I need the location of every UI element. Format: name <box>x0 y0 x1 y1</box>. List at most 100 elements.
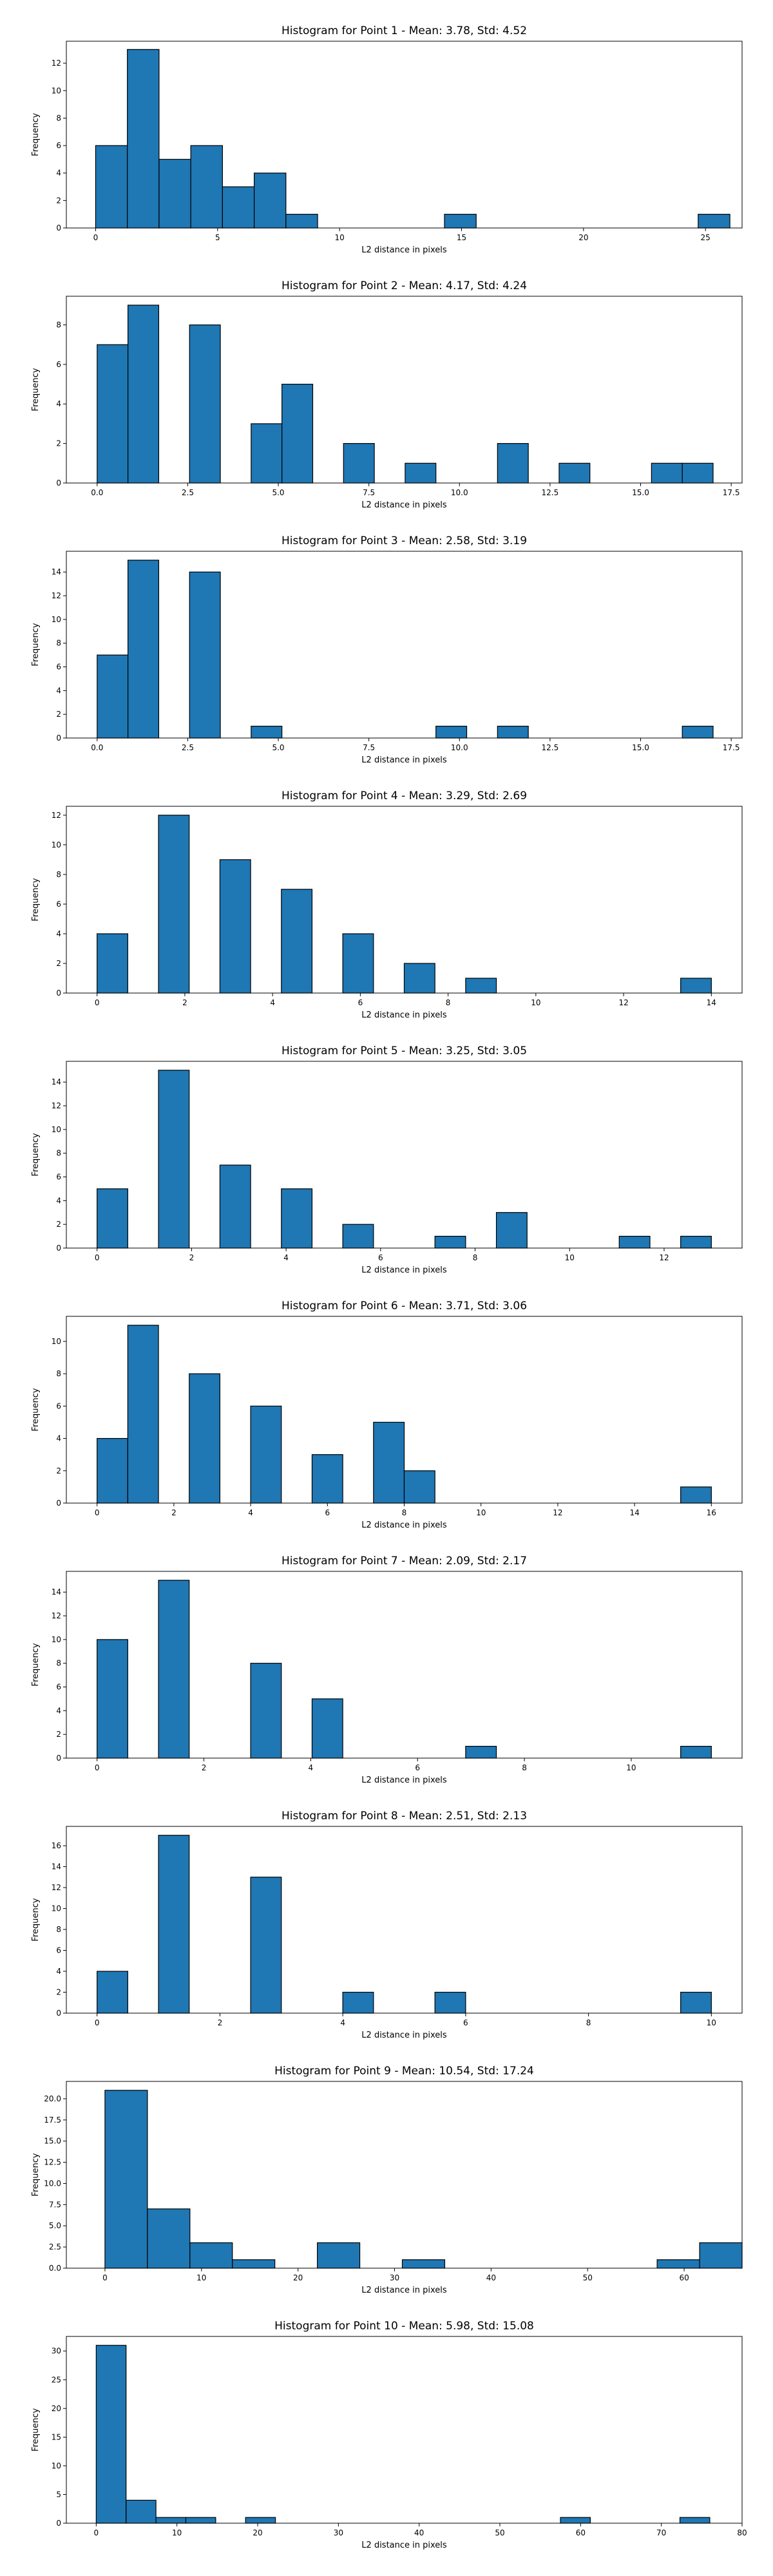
histogram-bar <box>250 1663 282 1759</box>
y-tick-label: 6 <box>56 900 61 909</box>
histogram-bar <box>343 443 375 484</box>
histogram-bar <box>311 1454 343 1504</box>
x-tick-label: 4 <box>340 2018 345 2027</box>
y-tick-label: 14 <box>52 1077 61 1086</box>
x-tick-label: 10.0 <box>451 488 468 497</box>
x-tick-label: 80 <box>737 2528 747 2537</box>
histogram-bar <box>656 2259 700 2269</box>
y-tick-label: 0 <box>56 2009 61 2018</box>
histogram-bar <box>401 2259 446 2269</box>
y-tick-label: 8 <box>56 1149 61 1158</box>
x-tick-label: 60 <box>679 2273 689 2282</box>
y-tick-label: 2 <box>56 439 61 448</box>
x-tick-label: 6 <box>358 998 363 1007</box>
x-axis-label: L2 distance in pixels <box>361 245 447 255</box>
x-tick-label: 20 <box>253 2528 262 2537</box>
x-axis-label: L2 distance in pixels <box>361 1520 447 1530</box>
chart-title: Histogram for Point 3 - Mean: 2.58, Std:… <box>282 535 527 547</box>
histogram-bar <box>158 158 191 229</box>
histogram-bar <box>222 186 255 229</box>
histogram-panel-5: Histogram for Point 5 - Mean: 3.25, Std:… <box>31 1045 743 1275</box>
y-tick-label: 12 <box>52 1611 61 1620</box>
x-tick-label: 0.0 <box>91 743 103 752</box>
y-tick-label: 0.0 <box>49 2264 61 2273</box>
plot-frame <box>66 1826 743 2014</box>
chart-title: Histogram for Point 4 - Mean: 3.29, Std:… <box>282 790 527 802</box>
x-tick-label: 0 <box>95 2018 100 2027</box>
histogram-panel-10: Histogram for Point 10 - Mean: 5.98, Std… <box>31 2320 747 2550</box>
x-tick-label: 5.0 <box>272 743 284 752</box>
x-tick-label: 0 <box>102 2273 108 2282</box>
y-tick-label: 10 <box>52 840 61 849</box>
histogram-bar <box>189 324 221 484</box>
x-tick-label: 6 <box>325 1508 330 1517</box>
x-tick-label: 10 <box>707 2018 716 2027</box>
y-tick-label: 4 <box>56 1967 61 1976</box>
histogram-panel-6: Histogram for Point 6 - Mean: 3.71, Std:… <box>31 1300 743 1530</box>
histogram-panel-4: Histogram for Point 4 - Mean: 3.29, Std:… <box>31 790 743 1020</box>
histogram-bar <box>434 1235 466 1249</box>
plot-frame <box>66 2336 743 2524</box>
histogram-bar <box>679 2517 711 2524</box>
y-tick-label: 4 <box>56 1434 61 1443</box>
histogram-bar <box>682 725 714 739</box>
histogram-bar <box>95 2345 127 2524</box>
x-tick-label: 60 <box>576 2528 586 2537</box>
histogram-bar <box>618 1235 651 1249</box>
x-tick-label: 2 <box>171 1508 177 1517</box>
x-tick-label: 4 <box>270 998 275 1007</box>
histogram-bar <box>651 462 683 484</box>
x-tick-label: 0 <box>93 233 99 242</box>
histogram-bar <box>128 560 160 739</box>
x-tick-label: 10 <box>335 233 345 242</box>
x-tick-label: 5 <box>215 233 220 242</box>
y-tick-label: 2 <box>56 1466 61 1475</box>
histogram-bar <box>97 933 128 994</box>
y-tick-label: 12 <box>52 1101 61 1110</box>
y-tick-label: 8 <box>56 1659 61 1668</box>
x-tick-label: 2 <box>218 2018 223 2027</box>
histogram-bar <box>680 1745 712 1759</box>
x-tick-label: 10 <box>626 1763 636 1772</box>
histogram-bar <box>219 1164 251 1249</box>
y-tick-label: 8 <box>56 1369 61 1378</box>
y-tick-label: 6 <box>56 1401 61 1410</box>
y-axis-label: Frequency <box>31 878 41 921</box>
y-tick-label: 2 <box>56 1730 61 1739</box>
histogram-bar <box>190 145 223 229</box>
x-tick-label: 5.0 <box>272 488 284 497</box>
x-tick-label: 20 <box>293 2273 303 2282</box>
x-tick-label: 4 <box>309 1763 314 1772</box>
histogram-bar <box>95 145 128 229</box>
x-tick-label: 8 <box>586 2018 591 2027</box>
y-tick-label: 20 <box>52 2404 61 2413</box>
y-tick-label: 6 <box>56 360 61 369</box>
x-tick-label: 12 <box>618 998 628 1007</box>
y-tick-label: 12.5 <box>44 2158 61 2167</box>
chart-title: Histogram for Point 10 - Mean: 5.98, Std… <box>274 2320 534 2333</box>
x-tick-label: 50 <box>583 2273 593 2282</box>
y-tick-label: 20.0 <box>44 2094 61 2103</box>
y-tick-label: 4 <box>56 929 61 938</box>
x-tick-label: 10 <box>565 1253 575 1262</box>
x-tick-label: 0 <box>95 1253 100 1262</box>
histogram-bar <box>403 1470 435 1504</box>
y-tick-label: 2 <box>56 1220 61 1229</box>
chart-title: Histogram for Point 2 - Mean: 4.17, Std:… <box>282 279 527 292</box>
histogram-bar <box>444 214 477 229</box>
x-tick-label: 30 <box>390 2273 399 2282</box>
y-tick-label: 0 <box>56 478 61 488</box>
y-tick-label: 8 <box>56 320 61 329</box>
x-tick-label: 40 <box>486 2273 496 2282</box>
histogram-bar <box>282 383 314 484</box>
histogram-bar <box>97 1188 128 1249</box>
histogram-bar <box>232 2259 276 2269</box>
histogram-bar <box>497 443 529 484</box>
plot-frame <box>66 1061 743 1249</box>
chart-title: Histogram for Point 5 - Mean: 3.25, Std:… <box>282 1045 527 1057</box>
histogram-bar <box>699 2242 743 2269</box>
x-tick-label: 7.5 <box>363 488 375 497</box>
histogram-bar <box>680 978 712 994</box>
histogram-bar <box>403 963 435 994</box>
